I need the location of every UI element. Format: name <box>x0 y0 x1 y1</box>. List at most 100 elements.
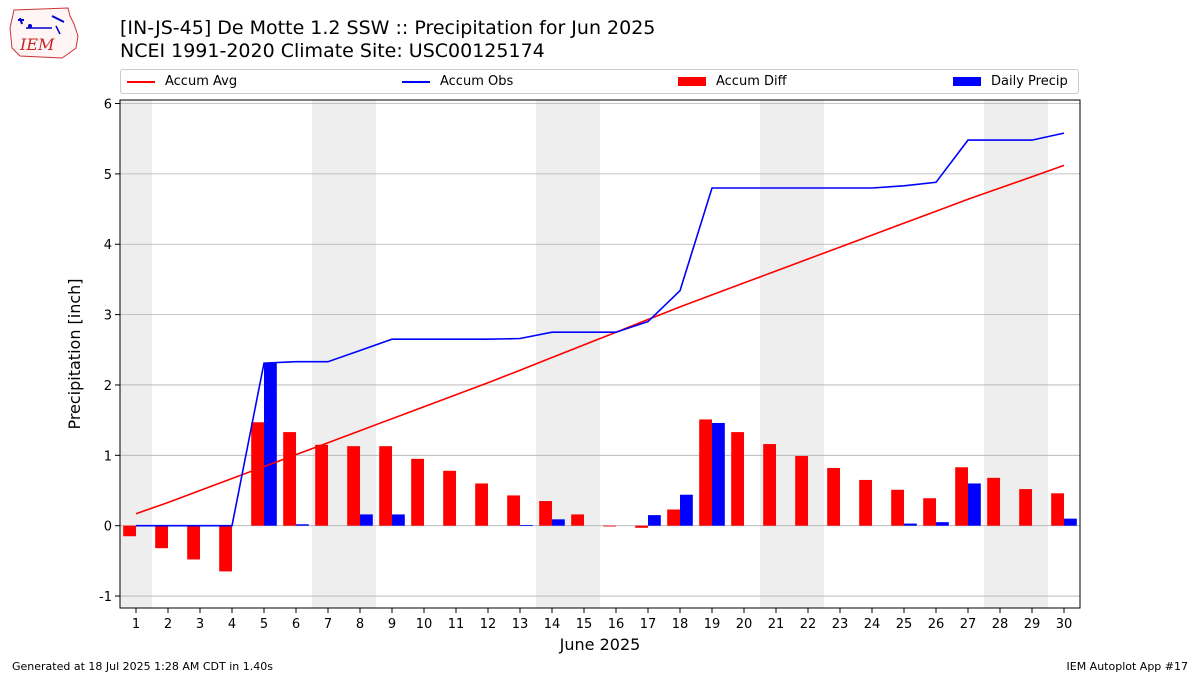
ytick-label: 0 <box>104 520 112 535</box>
daily-bar <box>904 523 917 526</box>
diff-bar <box>539 501 552 526</box>
weekend-band-1 <box>120 100 152 608</box>
diff-bar <box>1051 493 1064 526</box>
diff-bar <box>379 446 392 526</box>
legend-item-accum-avg: Accum Avg <box>127 74 237 89</box>
xtick-label: 15 <box>576 617 593 632</box>
daily-bar <box>360 514 373 526</box>
ytick-label: 5 <box>104 168 112 183</box>
diff-bar <box>891 489 904 526</box>
iem-logo: IEM <box>9 7 79 59</box>
diff-bar <box>987 477 1000 526</box>
y-axis-label: Precipitation [inch] <box>65 278 84 429</box>
xtick-label: 18 <box>672 617 689 632</box>
diff-bar <box>187 525 200 560</box>
series-lines <box>135 132 1065 527</box>
xtick-label: 16 <box>608 617 625 632</box>
diff-bar <box>251 422 264 526</box>
ytick-label: 4 <box>104 238 112 253</box>
weekend-band-15 <box>568 100 600 608</box>
ytick-label: 6 <box>104 98 112 113</box>
weekend-band-28 <box>984 100 1016 608</box>
xtick-label: 8 <box>356 617 364 632</box>
diff-bar <box>763 444 776 526</box>
ytick-label: 2 <box>104 379 112 394</box>
weekend-band-21 <box>760 100 792 608</box>
svg-text:IEM: IEM <box>19 35 55 54</box>
diff-bar <box>827 467 840 526</box>
accum-obs-line <box>136 132 1065 527</box>
xtick-label: 17 <box>640 617 657 632</box>
legend-swatch-accum-diff <box>678 77 706 86</box>
xtick-label: 13 <box>512 617 529 632</box>
diff-bar <box>635 525 648 528</box>
legend-swatch-accum-avg <box>127 80 155 83</box>
xtick-label: 10 <box>416 617 433 632</box>
bars <box>123 363 1077 572</box>
xtick-label: 7 <box>324 617 332 632</box>
xtick-label: 30 <box>1056 617 1073 632</box>
legend-item-daily-precip: Daily Precip <box>953 74 1068 89</box>
daily-bar <box>680 494 693 526</box>
diff-bar <box>795 456 808 526</box>
diff-bar <box>603 525 616 527</box>
daily-bar <box>936 522 949 526</box>
diff-bar <box>155 525 168 549</box>
legend-label-accum-avg: Accum Avg <box>165 74 238 89</box>
xtick-label: 9 <box>388 617 396 632</box>
x-axis-label: June 2025 <box>559 635 641 654</box>
diff-bar <box>699 419 712 526</box>
xtick-label: 5 <box>260 617 268 632</box>
chart-subtitle: NCEI 1991-2020 Climate Site: USC00125174 <box>120 40 545 62</box>
generated-note: Generated at 18 Jul 2025 1:28 AM CDT in … <box>12 660 273 673</box>
xtick-label: 3 <box>196 617 204 632</box>
plot-frame <box>119 99 1081 609</box>
weekend-band-22 <box>792 100 824 608</box>
diff-bar <box>475 483 488 526</box>
diff-bar <box>667 509 680 526</box>
xtick-label: 1 <box>132 617 140 632</box>
weekend-band-7 <box>312 100 344 608</box>
accum-avg-line <box>135 164 1065 515</box>
diff-bar <box>283 432 296 526</box>
diff-bar <box>507 495 520 526</box>
ytick-label: 1 <box>104 449 112 464</box>
ytick-label: 3 <box>104 309 112 324</box>
xtick-label: 2 <box>164 617 172 632</box>
xtick-label: 19 <box>704 617 721 632</box>
legend-item-accum-diff: Accum Diff <box>678 74 787 89</box>
daily-bar <box>264 363 277 526</box>
xtick-label: 27 <box>960 617 977 632</box>
xtick-label: 26 <box>928 617 945 632</box>
grid-lines <box>120 103 1080 597</box>
daily-bar <box>296 524 309 526</box>
diff-bar <box>955 467 968 526</box>
legend-label-accum-diff: Accum Diff <box>716 74 787 89</box>
weekend-band-14 <box>536 100 568 608</box>
daily-bar <box>520 524 533 526</box>
diff-bar <box>411 458 424 526</box>
legend-item-accum-obs: Accum Obs <box>402 74 513 89</box>
daily-bar <box>1064 518 1077 526</box>
xtick-label: 25 <box>896 617 913 632</box>
xtick-label: 22 <box>800 617 817 632</box>
xtick-label: 20 <box>736 617 753 632</box>
diff-bar <box>315 444 328 526</box>
app-note: IEM Autoplot App #17 <box>1066 660 1189 673</box>
diff-bar <box>923 498 936 526</box>
xtick-label: 21 <box>768 617 785 632</box>
xtick-label: 28 <box>992 617 1009 632</box>
diff-bar <box>859 479 872 526</box>
diff-bar <box>1019 489 1032 526</box>
diff-bar <box>219 525 232 572</box>
xtick-label: 23 <box>832 617 849 632</box>
daily-bar <box>712 422 725 526</box>
legend-swatch-accum-obs <box>402 80 430 83</box>
legend-swatch-daily-precip <box>953 77 981 86</box>
chart-legend: Accum Avg Accum Obs Accum Diff Daily Pre… <box>120 69 1079 94</box>
xtick-label: 14 <box>544 617 561 632</box>
xtick-label: 11 <box>448 617 465 632</box>
diff-bar <box>443 470 456 526</box>
